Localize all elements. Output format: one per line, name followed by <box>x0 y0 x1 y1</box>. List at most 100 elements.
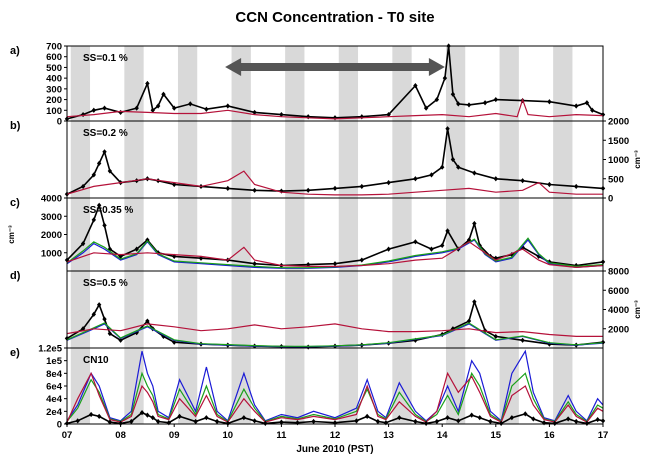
data-point <box>332 185 338 191</box>
data-point <box>584 420 590 426</box>
data-point <box>96 160 102 166</box>
data-point <box>450 91 456 97</box>
night-band <box>285 121 305 198</box>
data-point <box>413 239 418 245</box>
y-tick-label: 2000 <box>608 324 629 335</box>
x-tick-label: 10 <box>223 430 234 441</box>
data-point <box>252 187 257 193</box>
panel-annotation: SS=0.35 % <box>83 205 133 216</box>
y-tick-label: 8e4 <box>46 369 63 380</box>
data-point <box>193 418 198 425</box>
data-point <box>225 185 230 191</box>
night-band <box>392 348 412 424</box>
panel-4: 2000 4000 6000 8000 d) SS=0.5 % cm⁻³ <box>10 267 642 350</box>
data-point <box>590 107 595 113</box>
data-point <box>565 416 571 422</box>
x-tick-label: 07 <box>62 430 73 441</box>
data-point <box>493 96 498 103</box>
data-point <box>584 100 590 106</box>
data-point <box>386 246 391 252</box>
data-point <box>129 418 134 425</box>
night-band <box>70 198 91 271</box>
data-point <box>225 420 230 426</box>
data-point <box>574 262 579 269</box>
series-line-black <box>66 45 604 120</box>
data-point <box>450 156 456 163</box>
data-point <box>445 126 450 132</box>
y-tick-label: 600 <box>46 52 62 63</box>
y-unit-label-right: cm⁻³ <box>633 150 642 169</box>
series-line-green <box>66 371 604 423</box>
data-point <box>107 330 113 337</box>
data-point <box>375 418 381 425</box>
data-point <box>102 105 107 111</box>
y-tick-label: 2000 <box>41 230 62 241</box>
night-band <box>392 198 412 271</box>
night-band <box>70 348 91 424</box>
data-point <box>252 109 257 116</box>
night-band <box>392 121 412 198</box>
data-point <box>118 420 123 426</box>
x-axis-label: June 2010 (PST) <box>296 444 373 455</box>
data-point <box>161 91 166 97</box>
data-point <box>225 103 230 109</box>
night-band <box>70 121 91 198</box>
data-point <box>354 418 359 424</box>
data-point <box>204 106 209 112</box>
series-line-red <box>66 371 604 423</box>
y-tick-label: 200 <box>46 95 62 106</box>
y-tick-label: 6000 <box>608 286 629 297</box>
panel-label: a) <box>10 45 20 57</box>
x-tick-label: 15 <box>491 430 502 441</box>
series-line-black <box>66 128 604 195</box>
x-tick-label: 14 <box>437 430 448 441</box>
data-point <box>397 415 402 421</box>
data-point <box>102 149 107 155</box>
y-tick-label: 2000 <box>608 117 629 128</box>
data-point <box>574 183 579 190</box>
figure-title: CCN Concentration - T0 site <box>235 9 434 26</box>
data-point <box>498 420 504 426</box>
series-line-red <box>66 97 604 120</box>
panel-annotation: SS=0.1 % <box>83 53 128 64</box>
data-point <box>102 316 107 322</box>
series-line-black <box>66 202 604 267</box>
night-band <box>285 198 305 271</box>
y-tick-label: 0 <box>57 117 62 128</box>
series-line-red <box>66 241 604 269</box>
night-band <box>553 121 573 198</box>
data-point <box>434 418 440 425</box>
data-point <box>429 172 434 178</box>
data-point <box>552 420 557 426</box>
data-point <box>442 75 448 81</box>
panel-3: 1000 2000 3000 4000 c) SS=0.35 % cm⁻³ <box>7 194 606 272</box>
series-line-red <box>66 323 603 337</box>
data-point <box>413 176 418 182</box>
night-band <box>338 348 359 424</box>
night-band <box>445 348 466 424</box>
data-point <box>91 172 96 178</box>
y-tick-label: 100 <box>46 106 62 117</box>
double-arrow <box>225 58 445 76</box>
data-point <box>80 183 86 190</box>
data-point <box>145 80 150 87</box>
night-band <box>338 198 359 271</box>
data-point <box>80 111 86 118</box>
data-point <box>472 220 477 227</box>
data-point <box>445 415 450 421</box>
data-point <box>440 164 445 170</box>
series-line-green <box>66 322 604 347</box>
data-point <box>263 420 268 426</box>
data-point <box>456 101 461 107</box>
data-point <box>155 418 161 425</box>
data-point <box>493 333 498 340</box>
data-point <box>386 111 391 118</box>
y-unit-label: cm⁻³ <box>633 300 642 319</box>
data-point <box>107 419 113 425</box>
y-tick-label: 0 <box>57 420 62 431</box>
data-point <box>434 96 440 103</box>
data-point <box>574 103 579 109</box>
data-point <box>306 187 311 193</box>
